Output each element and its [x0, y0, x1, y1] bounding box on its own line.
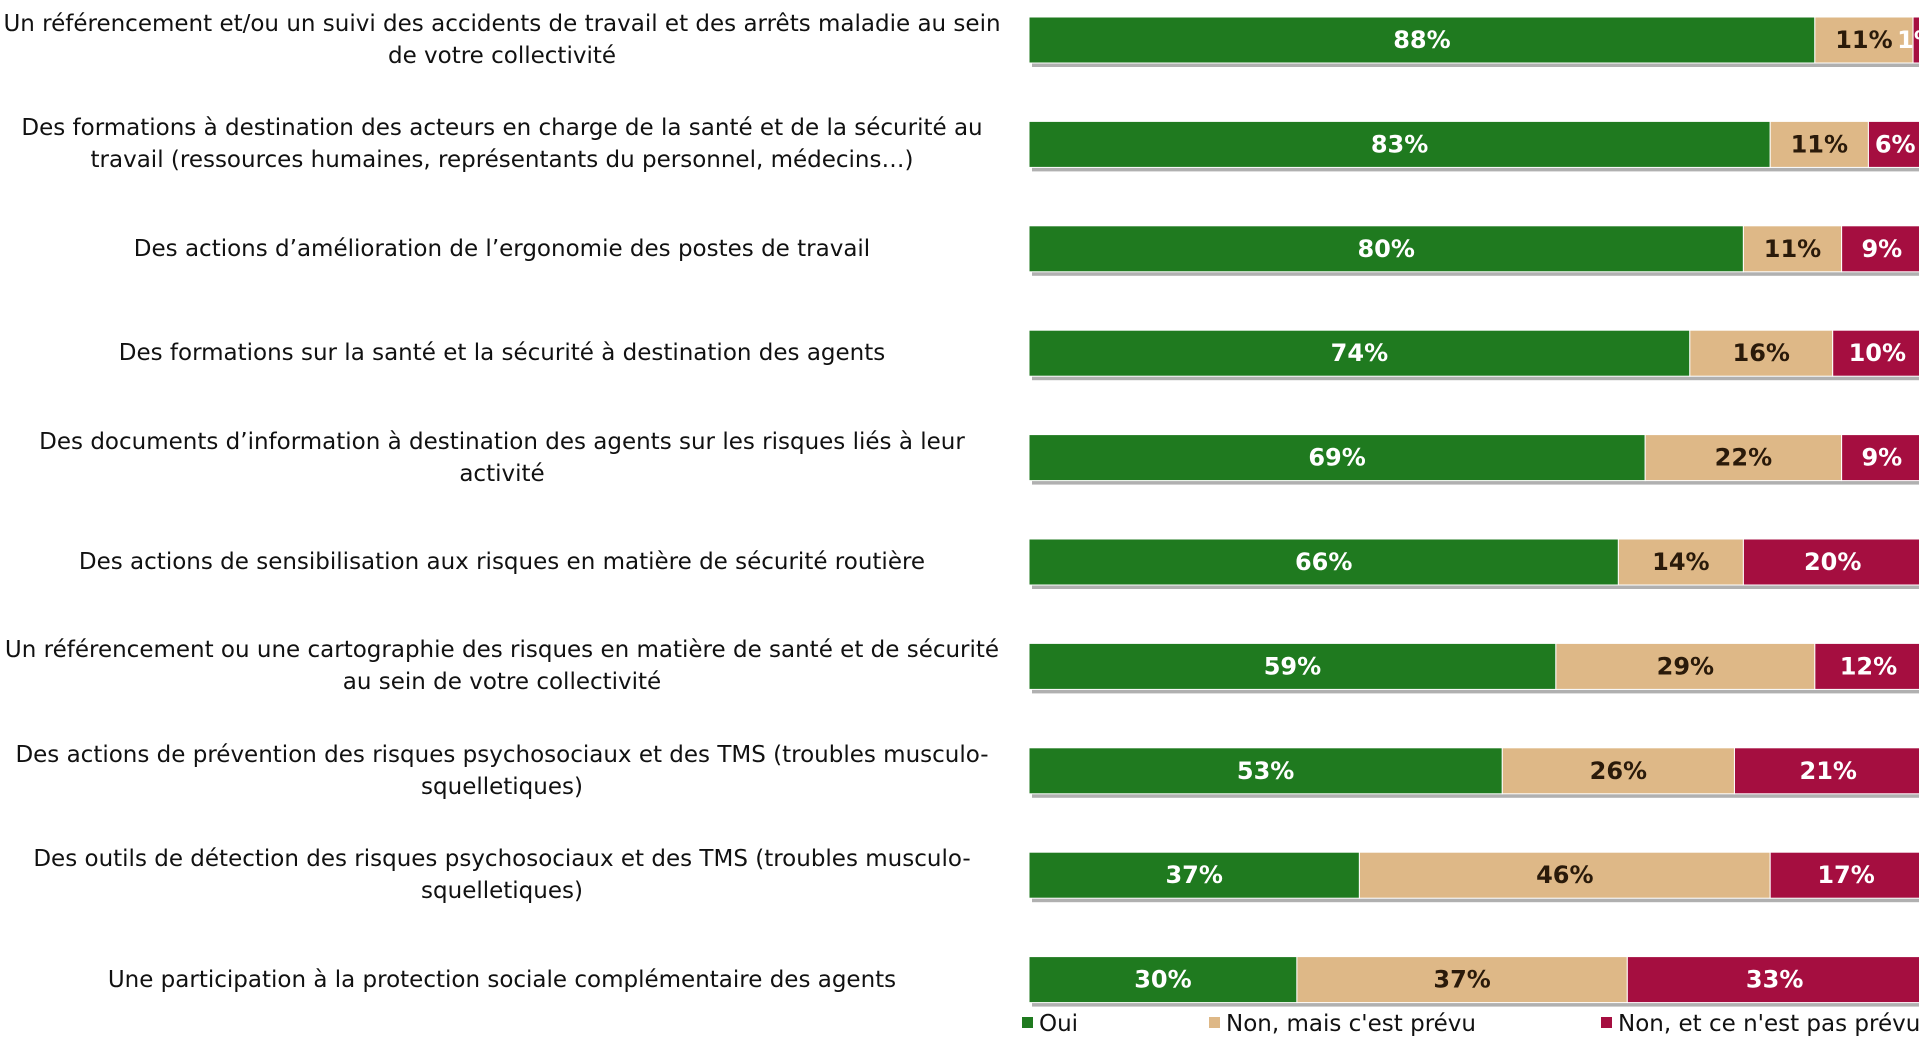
bar-segment: [1769, 120, 1869, 168]
value-label: 66%: [1295, 548, 1352, 576]
bar-segment: [1028, 225, 1744, 273]
legend-label: Non, mais c'est prévu: [1226, 1011, 1476, 1037]
value-label: 37%: [1433, 966, 1490, 994]
category-label: Un référencement et/ou un suivi des acci…: [3, 11, 1001, 69]
category-label: Des actions d’amélioration de l’ergonomi…: [133, 235, 871, 262]
legend-swatch: [1601, 1017, 1612, 1028]
bar-segment: [1841, 225, 1919, 273]
category-label: Des actions de sensibilisation aux risqu…: [78, 549, 926, 575]
value-label: 10%: [1849, 339, 1906, 367]
value-label: 37%: [1165, 861, 1222, 889]
value-label: 12%: [1840, 652, 1897, 680]
bar-segment: [1028, 434, 1646, 482]
value-label: 20%: [1804, 548, 1861, 576]
value-label: 11%: [1764, 235, 1821, 263]
category-label: Une participation à la protection social…: [107, 966, 897, 993]
bar-segment: [1028, 120, 1771, 168]
value-label: 26%: [1590, 757, 1647, 785]
value-label: 33%: [1746, 966, 1803, 994]
value-label: 6%: [1875, 130, 1916, 158]
bar-segment: [1841, 434, 1919, 482]
category-label: Un référencement ou une cartographie des…: [4, 637, 1000, 696]
bar-segment: [1742, 225, 1843, 273]
bar-segment: [1617, 538, 1744, 586]
value-label: 80%: [1357, 235, 1414, 263]
value-label: 17%: [1817, 861, 1874, 889]
bar-segment: [1689, 329, 1834, 377]
value-label: 59%: [1264, 652, 1321, 680]
legend-swatch: [1022, 1017, 1033, 1028]
bar-segment: [1832, 329, 1919, 377]
category-label: Des formations à destination des acteurs…: [21, 115, 983, 174]
bar-segment: [1358, 851, 1771, 899]
bar-segment: [1733, 747, 1919, 795]
value-label: 14%: [1652, 548, 1709, 576]
bar-segment: [1626, 956, 1919, 1004]
bar-segment: [1644, 434, 1843, 482]
legend-label: Non, et ce n'est pas prévu: [1618, 1011, 1919, 1037]
value-label: 16%: [1733, 339, 1790, 367]
bar-segment: [1028, 747, 1503, 795]
bar-segment: [1028, 329, 1691, 377]
value-label: 9%: [1861, 444, 1902, 472]
value-label: 21%: [1800, 757, 1857, 785]
value-label: 22%: [1715, 444, 1772, 472]
bar-segment: [1912, 16, 1919, 64]
value-label: 69%: [1308, 444, 1365, 472]
legend-label: Oui: [1039, 1011, 1078, 1037]
value-label: 46%: [1536, 861, 1593, 889]
value-label: 11%: [1835, 26, 1892, 54]
bar-segment: [1867, 120, 1919, 168]
legend-swatch: [1209, 1017, 1220, 1028]
bar-segment: [1814, 642, 1919, 690]
value-label: 74%: [1331, 339, 1388, 367]
bar-segment: [1296, 956, 1628, 1004]
bar-segment: [1769, 851, 1919, 899]
category-label: Des formations sur la santé et la sécuri…: [118, 340, 886, 367]
value-label: 9%: [1861, 235, 1902, 263]
value-label: 29%: [1657, 652, 1714, 680]
bar-segment: [1742, 538, 1919, 586]
category-label: Des outils de détection des risques psyc…: [33, 846, 971, 905]
category-label: Des documents d’information à destinatio…: [39, 428, 965, 487]
value-label: 1%: [1897, 26, 1919, 54]
value-label: 88%: [1393, 26, 1450, 54]
bar-segment: [1555, 642, 1816, 690]
value-label: 83%: [1371, 130, 1428, 158]
value-label: 53%: [1237, 757, 1294, 785]
bar-segment: [1028, 538, 1619, 586]
bar-segment: [1028, 16, 1816, 64]
bar-segment: [1501, 747, 1735, 795]
value-label: 11%: [1791, 130, 1848, 158]
bar-segment: [1028, 642, 1557, 690]
category-label: Des actions de prévention des risques ps…: [15, 741, 989, 800]
value-label: 30%: [1134, 966, 1191, 994]
bar-segment: [1028, 851, 1360, 899]
